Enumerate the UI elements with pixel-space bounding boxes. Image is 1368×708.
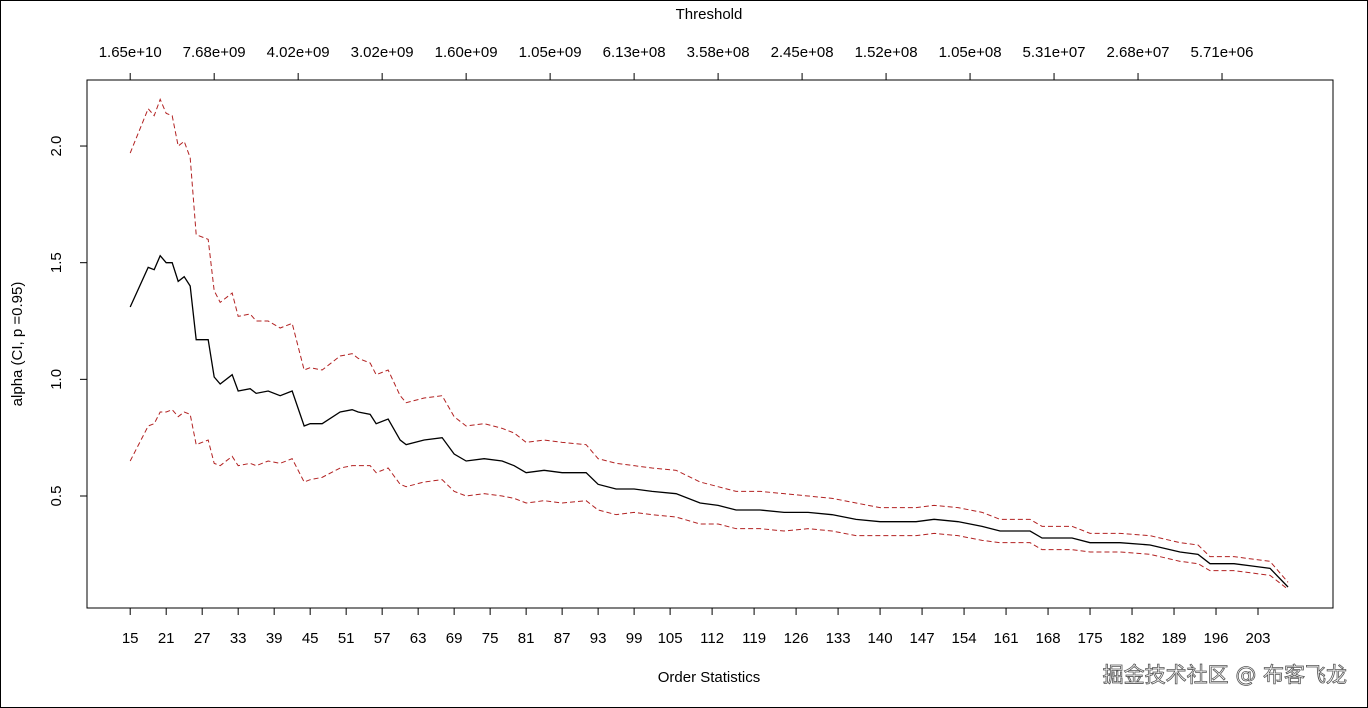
x-tick-label: 87 — [554, 630, 571, 647]
top-tick-label: 3.02e+09 — [351, 44, 414, 61]
x-tick-label: 75 — [482, 630, 499, 647]
x-tick-label: 175 — [1078, 630, 1103, 647]
x-tick-label: 161 — [994, 630, 1019, 647]
x-tick-label: 27 — [194, 630, 211, 647]
x-tick-label: 147 — [910, 630, 935, 647]
top-tick-label: 1.60e+09 — [435, 44, 498, 61]
x-tick-label: 15 — [122, 630, 139, 647]
series-line — [129, 409, 1289, 590]
x-tick-label: 105 — [658, 630, 683, 647]
x-tick-label: 99 — [626, 630, 643, 647]
x-tick-label: 57 — [374, 630, 391, 647]
top-tick-label: 1.52e+08 — [855, 44, 918, 61]
x-tick-label: 126 — [784, 630, 809, 647]
x-tick-label: 119 — [742, 630, 766, 647]
x-tick-label: 182 — [1120, 630, 1145, 647]
top-tick-label: 6.13e+08 — [603, 44, 666, 61]
top-tick-label: 2.45e+08 — [771, 44, 834, 61]
y-tick-label: 1.0 — [48, 369, 65, 390]
x-tick-label: 39 — [266, 630, 283, 647]
plot-box — [86, 79, 1334, 609]
x-tick-label: 154 — [952, 630, 977, 647]
x-tick-label: 133 — [826, 630, 851, 647]
x-tick-label: 112 — [700, 630, 724, 647]
x-tick-label: 81 — [518, 630, 535, 647]
top-tick-label: 5.71e+06 — [1191, 44, 1254, 61]
x-tick-label: 51 — [338, 630, 355, 647]
x-tick-label: 140 — [868, 630, 893, 647]
x-tick-label: 203 — [1245, 630, 1270, 647]
x-tick-label: 93 — [590, 630, 607, 647]
y-axis-title: alpha (CI, p =0.95) — [9, 282, 26, 407]
top-tick-label: 4.02e+09 — [267, 44, 330, 61]
top-tick-label: 3.58e+08 — [687, 44, 750, 61]
x-axis-title: Order Statistics — [658, 669, 761, 686]
x-tick-label: 33 — [230, 630, 247, 647]
watermark: 掘金技术社区 @ 布客飞龙 — [1103, 663, 1347, 687]
x-tick-label: 189 — [1162, 630, 1187, 647]
top-tick-label: 1.05e+09 — [519, 44, 582, 61]
top-tick-label: 2.68e+07 — [1107, 44, 1170, 61]
series-line — [129, 254, 1289, 588]
x-tick-label: 196 — [1204, 630, 1229, 647]
top-tick-label: 7.68e+09 — [183, 44, 246, 61]
x-tick-label: 45 — [302, 630, 319, 647]
y-tick-label: 1.5 — [48, 252, 65, 273]
x-tick-label: 69 — [446, 630, 463, 647]
y-tick-label: 2.0 — [48, 136, 65, 157]
x-tick-label: 168 — [1036, 630, 1061, 647]
x-tick-label: 21 — [158, 630, 175, 647]
top-tick-label: 1.65e+10 — [99, 44, 162, 61]
top-axis-title: Threshold — [676, 6, 743, 23]
top-tick-label: 1.05e+08 — [939, 44, 1002, 61]
top-tick-label: 5.31e+07 — [1023, 44, 1086, 61]
x-tick-label: 63 — [410, 630, 427, 647]
y-tick-label: 0.5 — [48, 486, 65, 507]
